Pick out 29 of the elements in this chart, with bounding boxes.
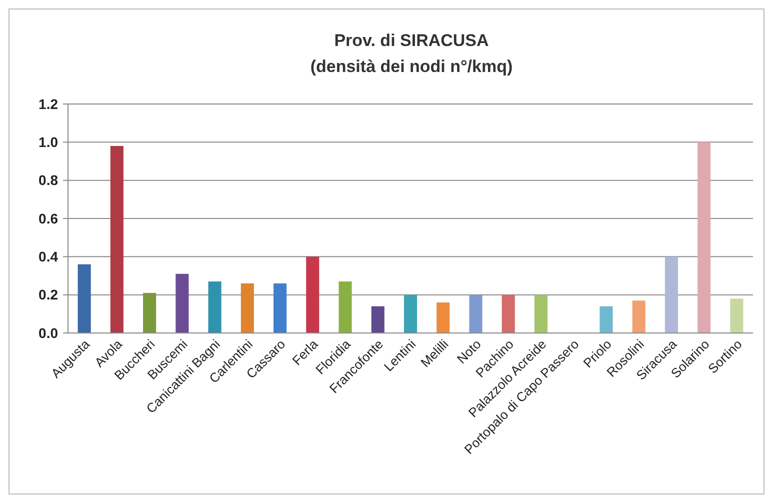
- bar: [306, 256, 320, 333]
- bar: [371, 306, 384, 333]
- y-tick-label: 0.2: [38, 286, 58, 303]
- bar: [274, 283, 287, 333]
- y-tick-label: 0.4: [38, 248, 58, 265]
- bar: [404, 294, 418, 333]
- bar: [534, 294, 548, 333]
- y-tick-label: 1.2: [38, 96, 58, 112]
- bar: [78, 264, 91, 333]
- bar: [730, 298, 744, 333]
- bar: [143, 292, 156, 333]
- bar: [664, 256, 678, 333]
- chart-subtitle: (densità dei nodi n°/kmq): [310, 57, 513, 76]
- bar: [176, 274, 189, 333]
- bar: [240, 283, 254, 333]
- y-tick-label: 0.0: [38, 324, 58, 341]
- y-tick-label: 1.0: [38, 134, 58, 150]
- bar: [502, 294, 515, 333]
- chart-title: Prov. di SIRACUSA: [334, 31, 489, 50]
- bar: [338, 281, 352, 333]
- bar: [436, 302, 450, 333]
- bar: [698, 142, 711, 333]
- bar: [110, 146, 124, 333]
- bar: [600, 306, 613, 333]
- bar: [632, 300, 646, 333]
- bar: [208, 281, 222, 333]
- y-tick-label: 0.8: [38, 172, 58, 188]
- bar: [469, 294, 482, 333]
- y-tick-label: 0.6: [38, 210, 58, 226]
